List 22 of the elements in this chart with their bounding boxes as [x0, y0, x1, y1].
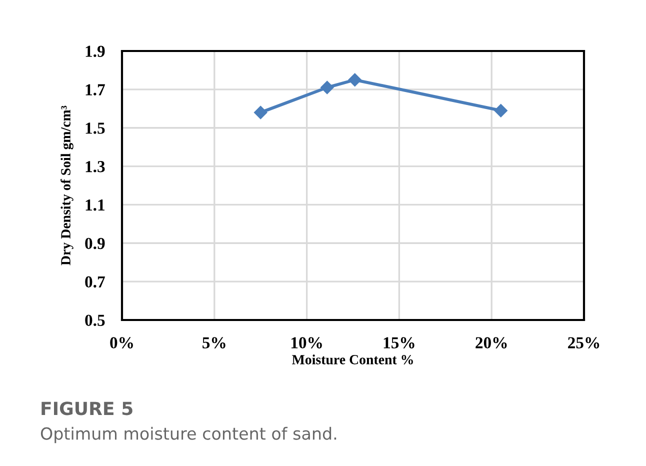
point	[254, 106, 268, 120]
y-tick-label: 1.7	[86, 84, 105, 96]
point	[348, 73, 362, 86]
y-tick-label: 1.1	[86, 199, 104, 211]
y-tick-label: 1.9	[86, 46, 105, 58]
x-axis-title: Moisture Content %	[292, 354, 413, 364]
point	[494, 104, 508, 118]
caption: FIGURE 5	[42, 402, 132, 416]
y-tick-label: 0.9	[85, 238, 105, 250]
x-tick-label: 0%	[110, 337, 133, 348]
y-tick-label: 0.7	[85, 276, 105, 288]
x-tick-label: 25%	[568, 337, 600, 348]
x-tick-label: 5%	[202, 337, 226, 348]
x-tick-label: 20%	[476, 337, 507, 348]
y-tick-label: 1.3	[86, 161, 105, 172]
x-tick-label: 10%	[291, 337, 322, 348]
y-tick-label: 0.5	[85, 314, 105, 326]
y-axis-title: Dry Density of Soil gm/cm³	[60, 106, 74, 266]
point	[320, 80, 334, 94]
y-tick-label: 1.5	[86, 122, 105, 134]
text: Optimum moisture content of sand.	[40, 426, 336, 444]
x-tick-label: 15%	[384, 337, 414, 348]
